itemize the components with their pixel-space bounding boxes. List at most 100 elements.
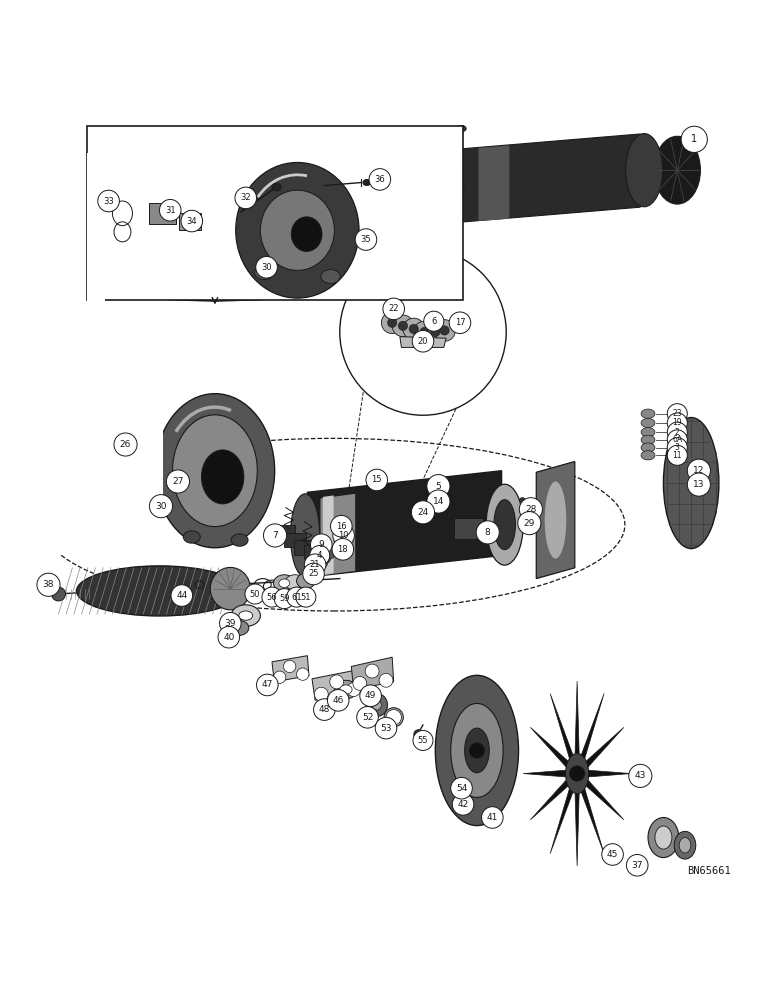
Polygon shape <box>575 785 580 866</box>
Text: 1: 1 <box>691 134 697 144</box>
Ellipse shape <box>494 500 516 550</box>
Circle shape <box>386 710 401 725</box>
Ellipse shape <box>260 190 334 270</box>
Text: 14: 14 <box>433 497 444 506</box>
Ellipse shape <box>210 567 250 610</box>
Text: BN65661: BN65661 <box>688 866 731 876</box>
Ellipse shape <box>76 566 242 616</box>
Circle shape <box>383 298 405 320</box>
Bar <box>87 153 105 307</box>
Circle shape <box>256 674 278 696</box>
Bar <box>303 545 327 559</box>
Circle shape <box>37 573 60 596</box>
Ellipse shape <box>155 394 275 548</box>
Text: 46: 46 <box>333 696 344 705</box>
Circle shape <box>667 404 687 424</box>
Text: 34: 34 <box>187 217 197 226</box>
Ellipse shape <box>641 443 655 452</box>
Circle shape <box>296 587 316 607</box>
Text: 45: 45 <box>607 850 618 859</box>
Circle shape <box>667 445 687 465</box>
Polygon shape <box>351 657 394 690</box>
Ellipse shape <box>641 409 655 418</box>
Polygon shape <box>550 782 575 854</box>
Circle shape <box>424 311 444 331</box>
Circle shape <box>601 844 623 865</box>
Polygon shape <box>307 471 502 577</box>
Circle shape <box>667 413 687 433</box>
Bar <box>454 518 483 539</box>
Circle shape <box>425 321 446 343</box>
Circle shape <box>420 327 429 337</box>
Ellipse shape <box>384 708 403 727</box>
Circle shape <box>347 683 361 697</box>
Ellipse shape <box>451 703 503 797</box>
Circle shape <box>256 256 277 278</box>
Text: 51: 51 <box>300 593 311 602</box>
Text: 9: 9 <box>318 540 324 549</box>
Ellipse shape <box>441 155 464 216</box>
Ellipse shape <box>290 494 320 577</box>
Circle shape <box>171 585 192 606</box>
Text: 11: 11 <box>672 451 682 460</box>
Ellipse shape <box>641 428 655 437</box>
Circle shape <box>476 521 499 544</box>
Text: 6: 6 <box>431 317 436 326</box>
Text: 49: 49 <box>365 691 376 700</box>
Circle shape <box>333 525 354 546</box>
Polygon shape <box>530 776 572 820</box>
Circle shape <box>304 554 326 576</box>
Circle shape <box>379 673 393 687</box>
Text: 3: 3 <box>675 443 679 452</box>
Circle shape <box>262 587 282 607</box>
Polygon shape <box>575 681 580 762</box>
Ellipse shape <box>272 183 281 191</box>
Text: 13: 13 <box>693 480 705 489</box>
Text: 30: 30 <box>155 502 167 511</box>
Circle shape <box>150 495 172 518</box>
Ellipse shape <box>566 754 589 794</box>
Ellipse shape <box>239 611 252 620</box>
Text: 5: 5 <box>435 482 442 491</box>
Text: 15: 15 <box>371 475 382 484</box>
Circle shape <box>431 327 440 337</box>
Polygon shape <box>312 670 361 700</box>
Polygon shape <box>550 693 575 765</box>
Text: 44: 44 <box>176 591 188 600</box>
Circle shape <box>286 587 306 607</box>
Ellipse shape <box>321 270 340 283</box>
Ellipse shape <box>655 826 672 849</box>
Circle shape <box>687 473 710 496</box>
Polygon shape <box>582 776 624 820</box>
Ellipse shape <box>255 266 274 280</box>
Text: 18: 18 <box>337 545 348 554</box>
Ellipse shape <box>296 573 315 589</box>
Circle shape <box>98 190 120 212</box>
Circle shape <box>687 459 710 482</box>
Ellipse shape <box>663 418 719 549</box>
Text: 31: 31 <box>165 206 175 215</box>
Circle shape <box>181 210 202 232</box>
Ellipse shape <box>372 700 381 710</box>
Text: 19: 19 <box>672 418 682 427</box>
Circle shape <box>469 743 485 758</box>
Ellipse shape <box>52 587 66 601</box>
Text: 39: 39 <box>225 619 236 628</box>
Circle shape <box>520 498 543 521</box>
Bar <box>39 386 163 555</box>
Text: 7: 7 <box>273 531 278 540</box>
Text: 54: 54 <box>455 784 467 793</box>
Circle shape <box>235 187 256 209</box>
Ellipse shape <box>231 534 248 546</box>
Text: 22: 22 <box>388 304 399 313</box>
Text: 37: 37 <box>631 861 643 870</box>
Circle shape <box>218 626 239 648</box>
Circle shape <box>353 676 367 690</box>
Ellipse shape <box>366 693 388 717</box>
Polygon shape <box>579 782 604 854</box>
Circle shape <box>160 199 181 221</box>
Text: 16: 16 <box>336 522 347 531</box>
Text: 52: 52 <box>362 713 373 722</box>
Circle shape <box>219 613 241 634</box>
Circle shape <box>411 501 435 524</box>
